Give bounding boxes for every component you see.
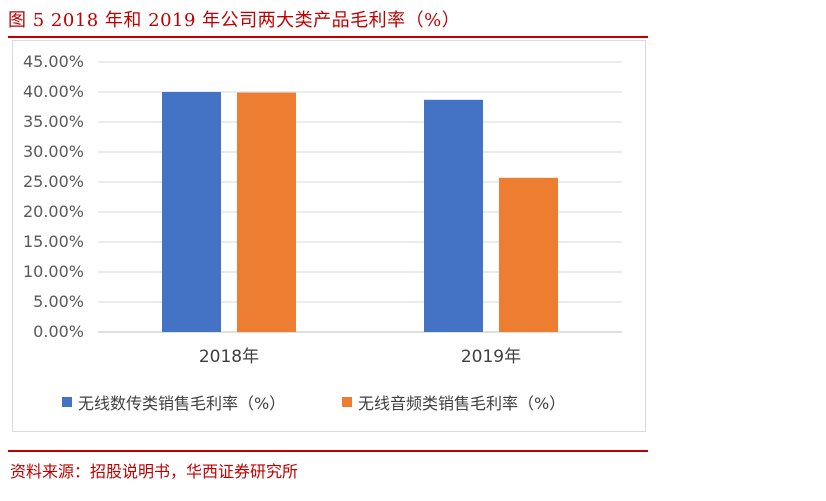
x-tick-label: 2018年 <box>199 347 259 367</box>
bar-wireless-data-1 <box>424 99 483 332</box>
y-tick-label: 25.00% <box>23 172 84 191</box>
y-tick-label: 40.00% <box>23 82 84 101</box>
source-divider <box>8 450 648 452</box>
y-tick-label: 45.00% <box>23 52 84 71</box>
x-tick-label: 2019年 <box>461 347 521 367</box>
y-tick-label: 5.00% <box>33 292 84 311</box>
y-tick-label: 35.00% <box>23 112 84 131</box>
y-tick-label: 10.00% <box>23 262 84 281</box>
bar-wireless-audio-0 <box>237 92 296 332</box>
legend-label-wireless-audio: 无线音频类销售毛利率（%） <box>358 394 566 413</box>
y-tick-label: 20.00% <box>23 202 84 221</box>
y-tick-label: 15.00% <box>23 232 84 251</box>
source-note: 资料来源：招股说明书，华西证券研究所 <box>10 462 299 481</box>
y-tick-label: 0.00% <box>33 322 84 341</box>
legend-swatch-wireless-audio <box>342 397 352 407</box>
bar-wireless-data-0 <box>162 92 221 332</box>
y-tick-label: 30.00% <box>23 142 84 161</box>
legend-item-wireless-data: 无线数传类销售毛利率（%） <box>62 390 285 414</box>
legend: 无线数传类销售毛利率（%） 无线音频类销售毛利率（%） <box>0 390 826 414</box>
legend-item-wireless-audio: 无线音频类销售毛利率（%） <box>342 390 565 414</box>
title-divider <box>8 36 648 38</box>
legend-label-wireless-data: 无线数传类销售毛利率（%） <box>78 394 286 413</box>
bar-wireless-audio-1 <box>499 177 558 332</box>
figure-title: 图 5 2018 年和 2019 年公司两大类产品毛利率（%） <box>8 10 461 31</box>
legend-swatch-wireless-data <box>62 397 72 407</box>
chart-frame <box>12 40 646 432</box>
